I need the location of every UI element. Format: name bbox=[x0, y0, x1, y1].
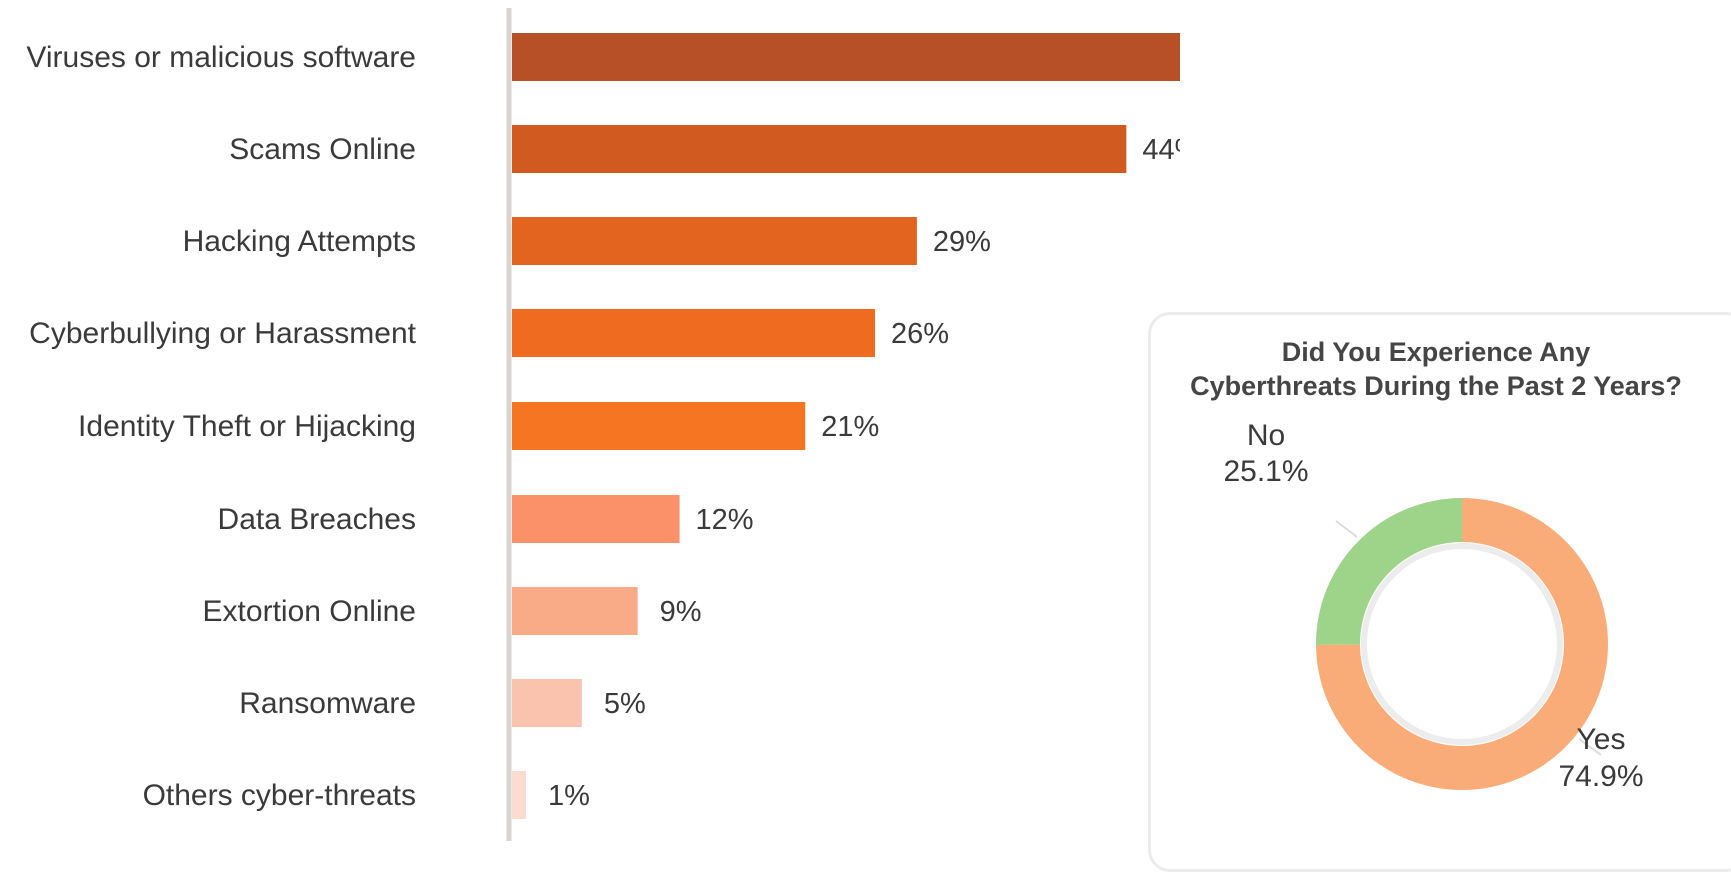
slice-name-yes: Yes bbox=[1577, 723, 1626, 756]
leader-line-no bbox=[1335, 520, 1358, 538]
donut-title: Did You Experience Any Cyberthreats Duri… bbox=[1151, 335, 1721, 403]
category-label-identity-theft-or-hijacking: Identity Theft or Hijacking bbox=[78, 410, 416, 443]
bar-identity-theft-or-hijacking bbox=[512, 402, 806, 450]
bar-ransomware bbox=[512, 679, 582, 727]
category-label-data-breaches: Data Breaches bbox=[218, 503, 416, 536]
bar-chart: Viruses or malicious software80%Scams On… bbox=[26, 8, 1180, 841]
value-label-ransomware: 5% bbox=[604, 688, 646, 720]
bar-data-breaches bbox=[512, 495, 680, 543]
bar-hacking-attempts bbox=[512, 217, 917, 265]
slice-value-no: 25.1% bbox=[1223, 455, 1308, 488]
donut-slice-no bbox=[1316, 498, 1462, 645]
donut-inner-ring bbox=[1361, 543, 1563, 745]
category-label-others-cyber-threats: Others cyber-threats bbox=[143, 779, 416, 812]
value-label-scams-online: 44% bbox=[1142, 134, 1180, 166]
category-label-ransomware: Ransomware bbox=[239, 687, 416, 720]
slice-name-no: No bbox=[1247, 419, 1285, 452]
leader-line-yes bbox=[1578, 738, 1602, 756]
bar-others-cyber-threats bbox=[512, 771, 526, 819]
value-label-hacking-attempts: 29% bbox=[933, 226, 991, 258]
category-label-cyberbullying-or-harassment: Cyberbullying or Harassment bbox=[29, 317, 416, 350]
donut-chart-card: No 25.1% Yes 74.9% Did You Experience Any C… bbox=[1148, 312, 1731, 872]
category-label-hacking-attempts: Hacking Attempts bbox=[183, 225, 416, 258]
category-label-viruses-or-malicious-software: Viruses or malicious software bbox=[26, 41, 416, 74]
bar-scams-online bbox=[512, 125, 1127, 173]
value-label-cyberbullying-or-harassment: 26% bbox=[891, 318, 949, 350]
slice-value-yes: 74.9% bbox=[1558, 760, 1643, 793]
donut-title-line-2: Cyberthreats During the Past 2 Years? bbox=[1190, 371, 1682, 401]
bar-cyberbullying-or-harassment bbox=[512, 309, 876, 357]
value-label-data-breaches: 12% bbox=[696, 504, 754, 536]
donut-title-line-1: Did You Experience Any bbox=[1281, 337, 1591, 367]
value-label-identity-theft-or-hijacking: 21% bbox=[821, 411, 879, 443]
bar-viruses-or-malicious-software bbox=[512, 33, 1180, 81]
category-label-scams-online: Scams Online bbox=[229, 133, 416, 166]
bar-group: Viruses or malicious software80%Scams On… bbox=[26, 33, 1180, 819]
value-label-extortion-online: 9% bbox=[660, 596, 702, 628]
value-label-others-cyber-threats: 1% bbox=[548, 780, 590, 812]
bar-extortion-online bbox=[512, 587, 638, 635]
donut-slice-yes bbox=[1316, 498, 1608, 790]
category-label-extortion-online: Extortion Online bbox=[203, 595, 416, 628]
